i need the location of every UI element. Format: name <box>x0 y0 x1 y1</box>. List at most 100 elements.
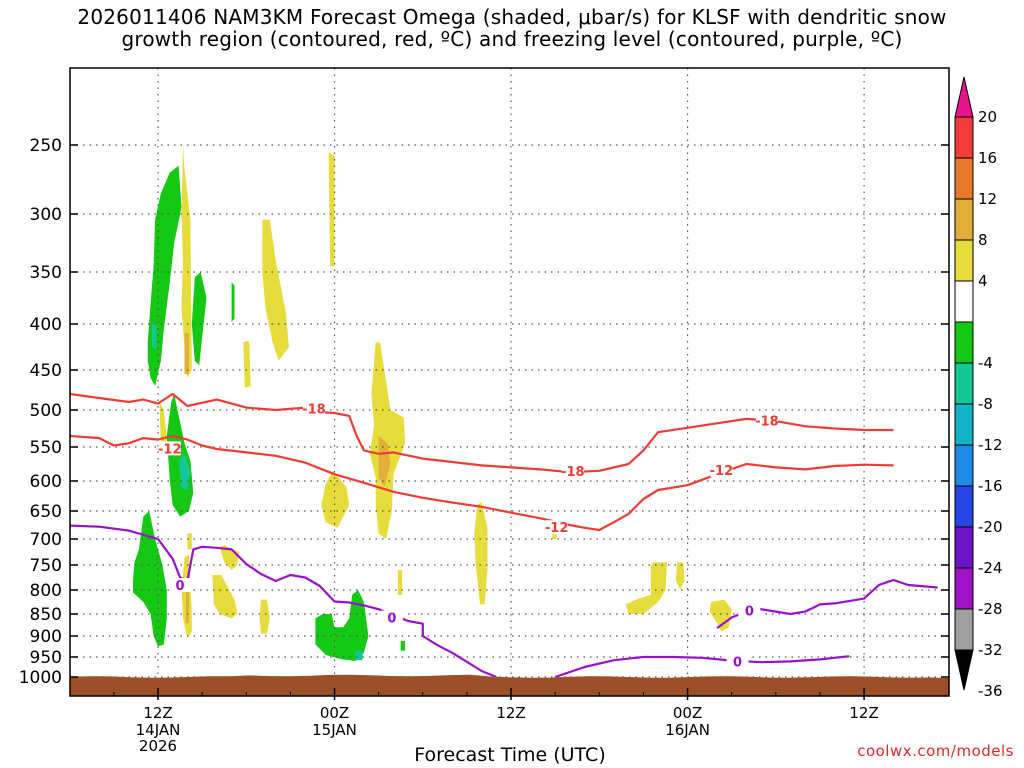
x-tick-sublabel-0-0: 14JAN <box>136 721 181 739</box>
y-tick-label-400: 400 <box>30 315 62 335</box>
contour-label-bg-dgz_bottom-2 <box>710 463 733 478</box>
y-tick-label-900: 900 <box>30 627 62 647</box>
omega-region-28 <box>625 562 667 614</box>
colorbar-bin-12 <box>954 608 974 651</box>
colorbar-tick-4: 4 <box>978 272 988 290</box>
colorbar-tick--24: -24 <box>978 559 1003 577</box>
contour-label-bg-freezing_level-1 <box>380 610 403 625</box>
y-tick-label-850: 850 <box>30 605 62 625</box>
contour-label-freezing_level_east_upper-0: 0 <box>745 605 754 620</box>
colorbar-bin-5 <box>954 321 974 364</box>
y-tick-label-550: 550 <box>30 438 62 458</box>
y-tick-label-450: 450 <box>30 361 62 381</box>
omega-region-29 <box>675 562 685 590</box>
omega-region-30 <box>709 599 732 632</box>
omega-region-14 <box>328 151 335 267</box>
x-tick-sublabel-36-0: 16JAN <box>665 721 710 739</box>
x-axis-title: Forecast Time (UTC) <box>414 744 606 766</box>
colorbar-tick--20: -20 <box>978 518 1003 536</box>
omega-region-1 <box>152 321 157 350</box>
y-axis: 2503003504004505005506006507007508008509… <box>19 136 949 688</box>
omega-region-11 <box>184 333 189 374</box>
omega-region-18 <box>378 435 391 487</box>
contours: -18 -18 -18 -12 -12 -12 0 0 0 0 <box>70 392 938 679</box>
contour-label-bg-dgz_bottom-1 <box>545 520 568 535</box>
y-tick-label-500: 500 <box>30 401 62 421</box>
colorbar: 20 16 12 8 4 -4 -8 -12 -16 -20 -24 -28 -32 -36 <box>954 76 1003 700</box>
contour-label-dgz_bottom-2: -12 <box>710 464 734 479</box>
x-tick-sublabel-12-0: 15JAN <box>312 721 357 739</box>
colorbar-tick--32: -32 <box>978 641 1003 659</box>
contour-label-freezing_level-0: 0 <box>176 579 185 594</box>
colorbar-bin-7 <box>954 403 974 446</box>
contour-label-bg-freezing_level-0 <box>169 578 192 592</box>
colorbar-bin-10 <box>954 526 974 569</box>
colorbar-bin-3 <box>954 239 974 282</box>
colorbar-bin-6 <box>954 362 974 405</box>
colorbar-tick--12: -12 <box>978 436 1003 454</box>
y-tick-label-800: 800 <box>30 581 62 601</box>
chart-title: 2026011406 NAM3KM Forecast Omega (shaded… <box>0 6 1024 50</box>
colorbar-bin-9 <box>954 485 974 528</box>
colorbar-tick--36: -36 <box>978 682 1003 700</box>
contour-label-dgz_top-0: -18 <box>302 402 326 417</box>
colorbar-top-arrow <box>954 76 974 118</box>
omega-region-9 <box>400 641 406 651</box>
omega-region-15 <box>159 402 167 454</box>
contour-label-bg-dgz_bottom-0 <box>158 441 181 456</box>
omega-region-19 <box>474 502 488 605</box>
colorbar-bin-2 <box>954 198 974 241</box>
contour-label-bg-freezing_level_east-0 <box>726 654 749 669</box>
contour-label-dgz_bottom-0: -12 <box>158 442 182 457</box>
colorbar-bin-1 <box>954 157 974 200</box>
y-tick-label-1000: 1000 <box>19 668 62 688</box>
surface-terrain <box>70 674 949 696</box>
omega-region-10 <box>181 145 192 378</box>
colorbar-tick--4: -4 <box>978 354 993 372</box>
chart-title-line2: growth region (contoured, red, ºC) and f… <box>121 27 903 51</box>
contour-label-freezing_level-1: 0 <box>387 612 396 627</box>
y-tick-label-700: 700 <box>30 530 62 550</box>
contour-label-freezing_level_east-0: 0 <box>733 655 742 670</box>
omega-region-22 <box>187 533 192 550</box>
omega-region-16 <box>321 470 350 528</box>
contour-label-bg-dgz_top-2 <box>755 413 778 428</box>
y-tick-label-350: 350 <box>30 263 62 283</box>
x-tick-label-24: 12Z <box>496 704 525 722</box>
omega-region-13 <box>243 340 251 388</box>
y-tick-label-250: 250 <box>30 136 62 156</box>
colorbar-tick-16: 16 <box>978 149 997 167</box>
contour-dgz_top <box>70 392 894 474</box>
x-tick-label-48: 12Z <box>849 704 878 722</box>
omega-region-12 <box>262 219 289 361</box>
contour-label-dgz_top-2: -18 <box>755 414 779 429</box>
surface-terrain-fill <box>70 674 949 696</box>
y-tick-label-750: 750 <box>30 556 62 576</box>
colorbar-tick--8: -8 <box>978 395 993 413</box>
y-tick-label-650: 650 <box>30 502 62 522</box>
x-tick-label-12: 00Z <box>320 704 349 722</box>
contour-freezing_level <box>70 524 497 679</box>
colorbar-bin-11 <box>954 567 974 610</box>
chart-title-line1: 2026011406 NAM3KM Forecast Omega (shaded… <box>77 5 947 29</box>
omega-region-25 <box>259 599 270 634</box>
colorbar-tick-12: 12 <box>978 190 997 208</box>
omega-region-8 <box>355 650 363 661</box>
contour-label-bg-dgz_top-1 <box>561 463 584 478</box>
x-tick-sublabel-0-1: 2026 <box>139 737 177 755</box>
contour-label-bg-dgz_top-0 <box>302 401 325 416</box>
x-tick-label-36: 00Z <box>673 704 702 722</box>
credit-text: coolwx.com/models <box>857 742 1014 760</box>
omega-region-2 <box>191 272 207 366</box>
colorbar-tick--28: -28 <box>978 600 1003 618</box>
plot-frame <box>69 67 950 697</box>
omega-shading <box>133 145 732 661</box>
contour-label-dgz_bottom-1: -12 <box>545 521 569 536</box>
omega-region-26 <box>397 570 403 595</box>
y-tick-label-950: 950 <box>30 648 62 668</box>
y-tick-label-600: 600 <box>30 472 62 492</box>
omega-region-17 <box>369 342 406 539</box>
grid <box>70 68 949 696</box>
contour-freezing_level_east <box>554 655 850 679</box>
